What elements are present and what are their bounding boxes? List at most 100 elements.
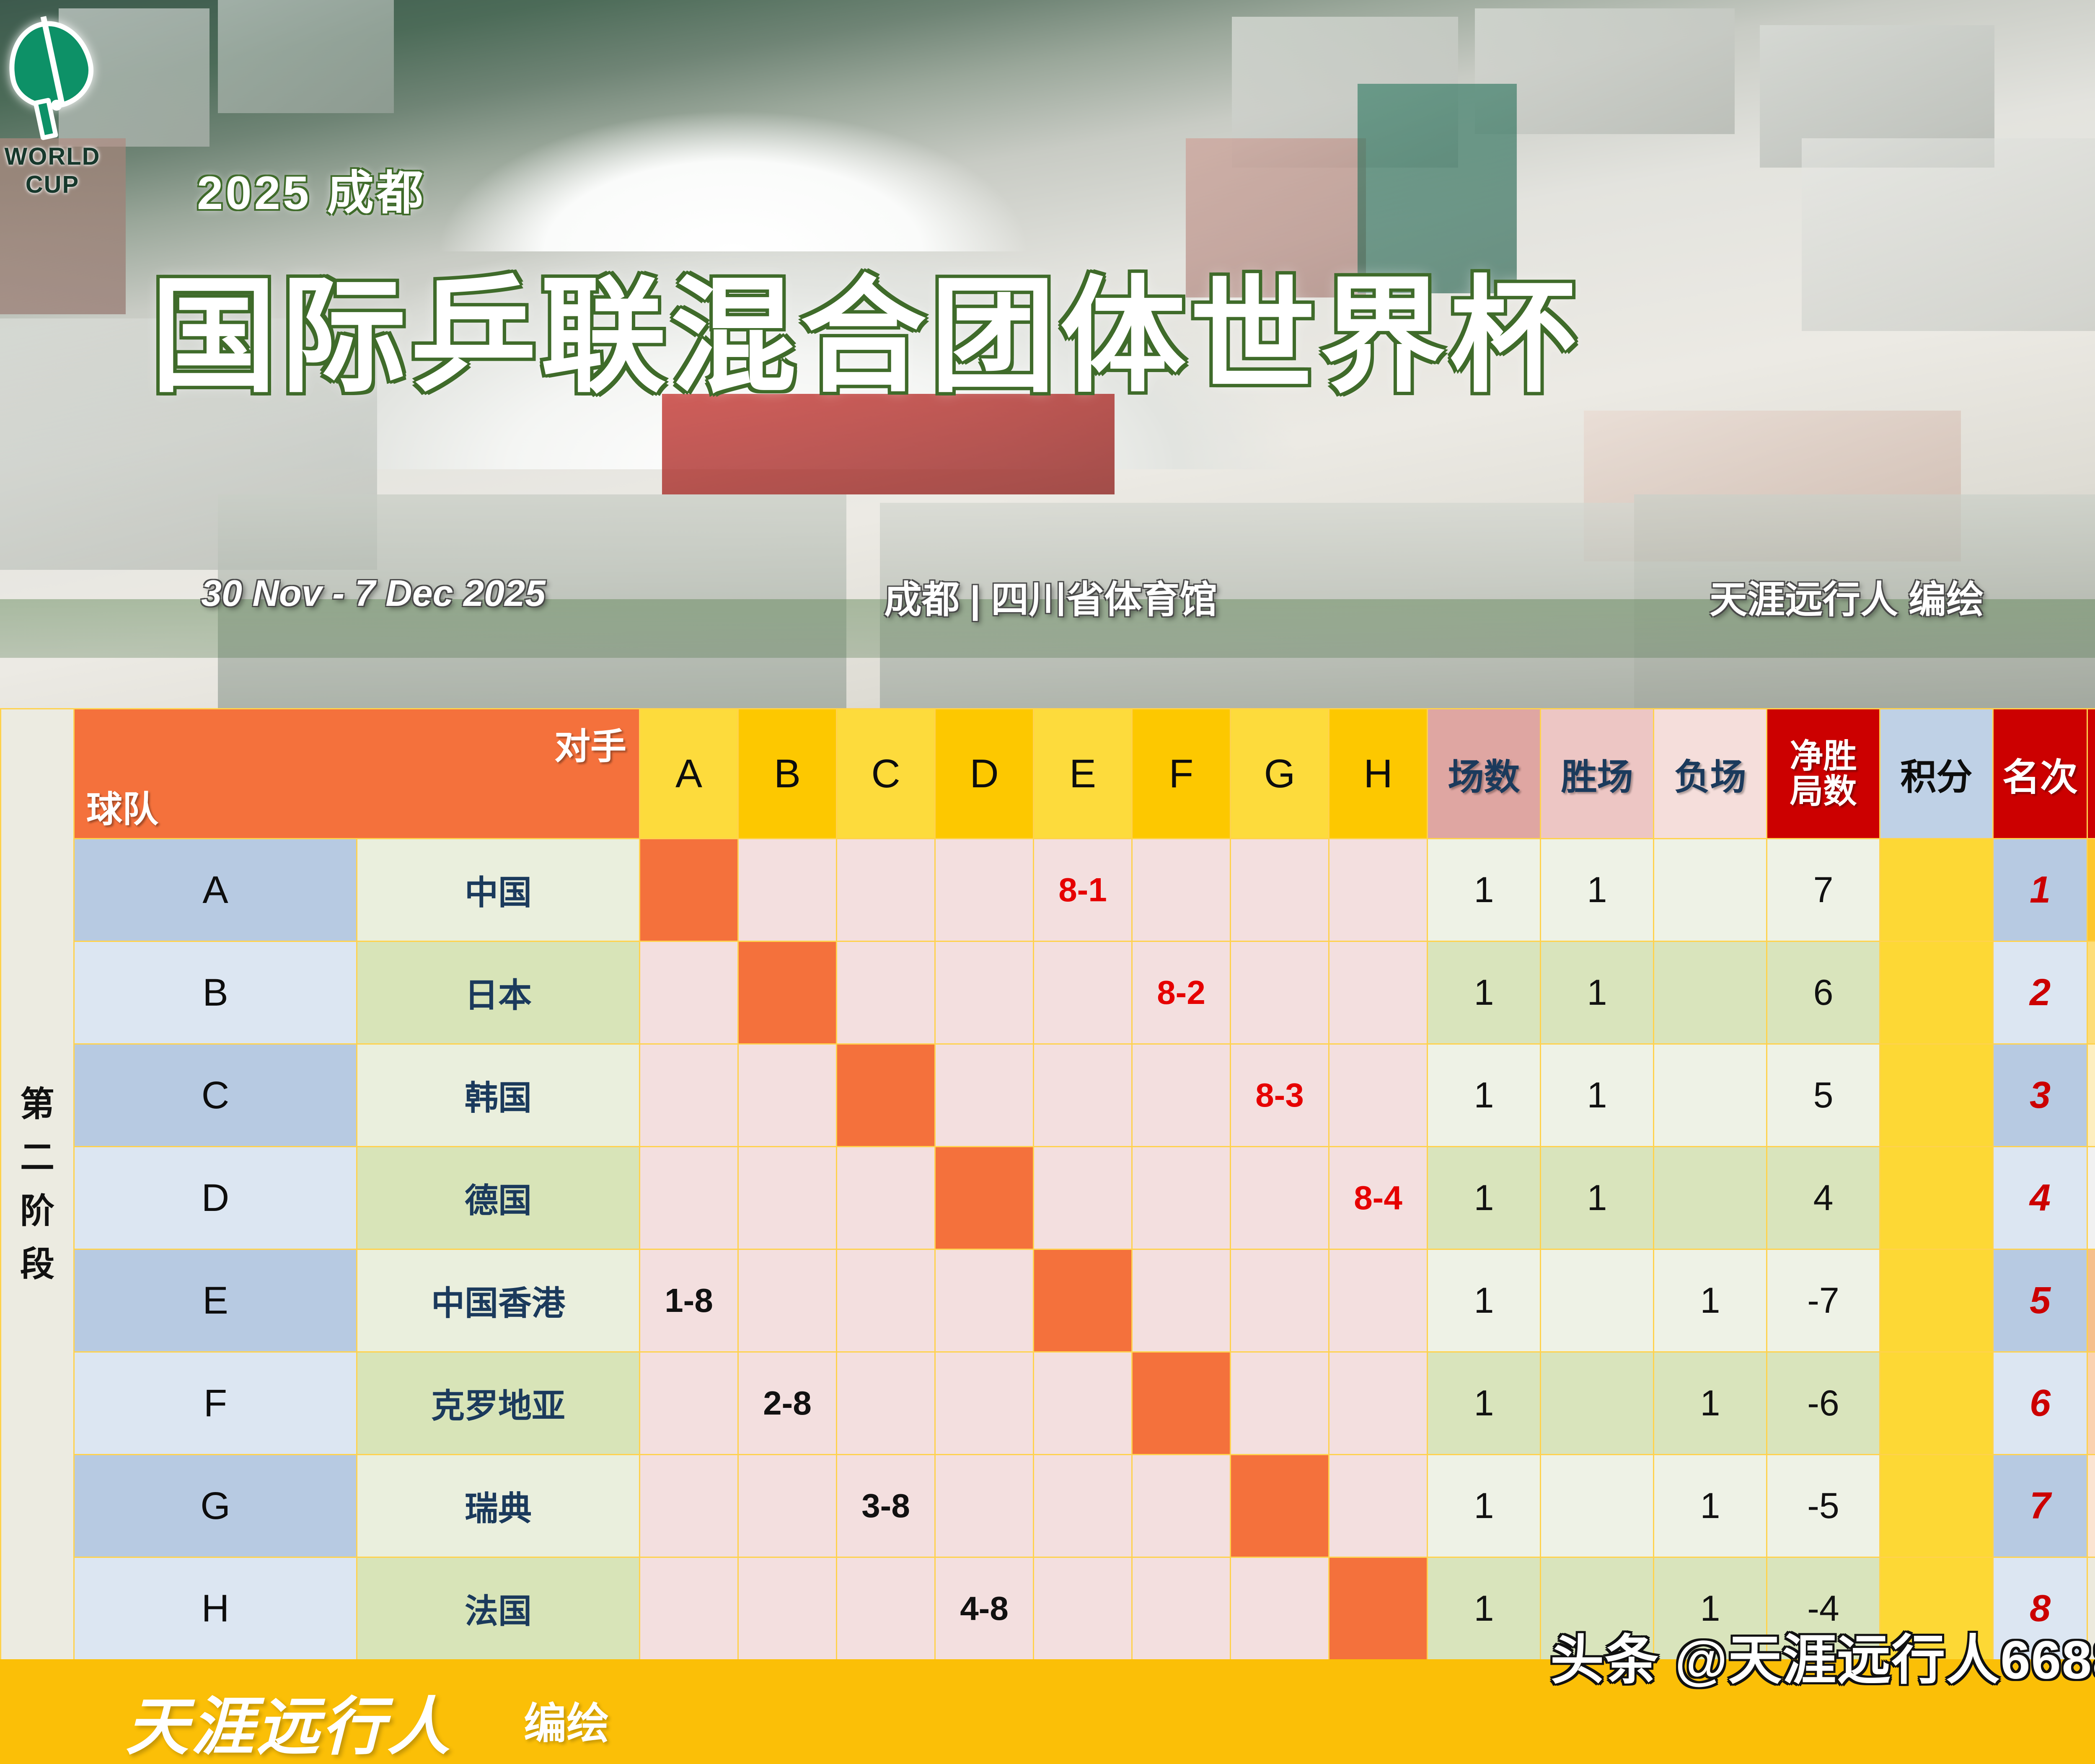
match-cell-f-f[interactable] [1131,1351,1231,1455]
row-letter: E [73,1249,357,1353]
match-cell-h-d[interactable]: 4-8 [934,1557,1034,1661]
match-cell-d-g[interactable] [1230,1146,1329,1250]
opponent-column-header-h[interactable]: H [1328,708,1428,839]
opponent-column-header-e[interactable]: E [1033,708,1133,839]
match-cell-a-a[interactable] [639,838,739,942]
opponent-column-header-c[interactable]: C [836,708,936,839]
match-cell-g-h[interactable] [1328,1454,1428,1558]
match-cell-h-c[interactable] [836,1557,936,1661]
match-cell-f-g[interactable] [1230,1351,1329,1455]
match-cell-d-f[interactable] [1131,1146,1231,1250]
match-cell-e-h[interactable] [1328,1249,1428,1353]
match-cell-f-a[interactable] [639,1351,739,1455]
match-cell-g-b[interactable] [737,1454,837,1558]
match-cell-b-b[interactable] [737,941,837,1045]
match-cell-f-b[interactable]: 2-8 [737,1351,837,1455]
match-cell-c-c[interactable] [836,1043,936,1147]
row-losses [1653,1146,1767,1250]
match-cell-e-a[interactable]: 1-8 [639,1249,739,1353]
row-losses: 1 [1653,1557,1767,1661]
match-cell-d-h[interactable]: 8-4 [1328,1146,1428,1250]
header-banner: WORLD CUP H ITTF MIXED TEAM WORLD CHENGD… [0,0,2095,708]
row-team-name: 韩国 [356,1043,640,1147]
match-cell-a-g[interactable] [1230,838,1329,942]
match-cell-g-d[interactable] [934,1454,1034,1558]
match-cell-a-h[interactable] [1328,838,1428,942]
match-cell-d-b[interactable] [737,1146,837,1250]
match-cell-g-a[interactable] [639,1454,739,1558]
background-building [1186,138,1366,297]
world-cup-logo: WORLD CUP [0,13,117,198]
opponent-column-header-g[interactable]: G [1230,708,1329,839]
match-cell-h-e[interactable] [1033,1557,1133,1661]
match-cell-f-e[interactable] [1033,1351,1133,1455]
row-rank: 8 [1992,1557,2088,1661]
match-cell-g-f[interactable] [1131,1454,1231,1558]
match-cell-c-a[interactable] [639,1043,739,1147]
match-cell-g-c[interactable]: 3-8 [836,1454,936,1558]
row-rank: 3 [1992,1043,2088,1147]
match-cell-a-e[interactable]: 8-1 [1033,838,1133,942]
match-cell-b-f[interactable]: 8-2 [1131,941,1231,1045]
games-header: 场数 [1427,708,1541,839]
world-cup-logo-text: WORLD CUP [4,143,101,198]
match-cell-a-f[interactable] [1131,838,1231,942]
match-cell-c-h[interactable] [1328,1043,1428,1147]
corner-header-cell: 对手 球队 [73,708,640,839]
match-cell-b-h[interactable] [1328,941,1428,1045]
match-cell-e-g[interactable] [1230,1249,1329,1353]
match-cell-b-d[interactable] [934,941,1034,1045]
match-cell-a-b[interactable] [737,838,837,942]
match-cell-e-e[interactable] [1033,1249,1133,1353]
row-team-name: 中国 [356,838,640,942]
match-cell-g-e[interactable] [1033,1454,1133,1558]
row-letter: H [73,1557,357,1661]
row-games: 1 [1427,1146,1541,1250]
opponent-column-header-f[interactable]: F [1131,708,1231,839]
match-cell-d-e[interactable] [1033,1146,1133,1250]
match-cell-c-g[interactable]: 8-3 [1230,1043,1329,1147]
match-cell-e-d[interactable] [934,1249,1034,1353]
match-cell-d-a[interactable] [639,1146,739,1250]
match-cell-f-h[interactable] [1328,1351,1428,1455]
match-cell-c-b[interactable] [737,1043,837,1147]
match-score: 4-8 [960,1590,1009,1627]
match-cell-b-g[interactable] [1230,941,1329,1045]
row-letter: D [73,1146,357,1250]
match-cell-e-f[interactable] [1131,1249,1231,1353]
match-cell-c-e[interactable] [1033,1043,1133,1147]
row-losses [1653,1043,1767,1147]
net-games-header: 净胜 局数 [1766,708,1880,839]
match-cell-c-d[interactable] [934,1043,1034,1147]
match-cell-f-c[interactable] [836,1351,936,1455]
row-right-team [2087,1249,2095,1353]
match-cell-h-g[interactable] [1230,1557,1329,1661]
match-cell-b-c[interactable] [836,941,936,1045]
match-cell-d-d[interactable] [934,1146,1034,1250]
row-losses: 1 [1653,1249,1767,1353]
match-cell-a-c[interactable] [836,838,936,942]
match-cell-h-h[interactable] [1328,1557,1428,1661]
opponent-column-header-d[interactable]: D [934,708,1034,839]
row-games: 1 [1427,1351,1541,1455]
banner-venue: 成都 | 四川省体育馆 [884,579,1218,621]
opponent-column-header-b[interactable]: B [737,708,837,839]
banner-year: 2025 成都 [197,167,426,219]
match-cell-e-b[interactable] [737,1249,837,1353]
match-cell-a-d[interactable] [934,838,1034,942]
row-games: 1 [1427,941,1541,1045]
match-cell-d-c[interactable] [836,1146,936,1250]
match-cell-b-e[interactable] [1033,941,1133,1045]
match-cell-g-g[interactable] [1230,1454,1329,1558]
match-cell-c-f[interactable] [1131,1043,1231,1147]
opponent-column-header-a[interactable]: A [639,708,739,839]
footer-author: 天涯远行人 [126,1692,453,1762]
match-cell-h-b[interactable] [737,1557,837,1661]
match-cell-e-c[interactable] [836,1249,936,1353]
match-cell-h-a[interactable] [639,1557,739,1661]
rank-header: 名次 [1992,708,2088,839]
row-wins [1540,1557,1654,1661]
match-cell-h-f[interactable] [1131,1557,1231,1661]
match-cell-f-d[interactable] [934,1351,1034,1455]
match-cell-b-a[interactable] [639,941,739,1045]
